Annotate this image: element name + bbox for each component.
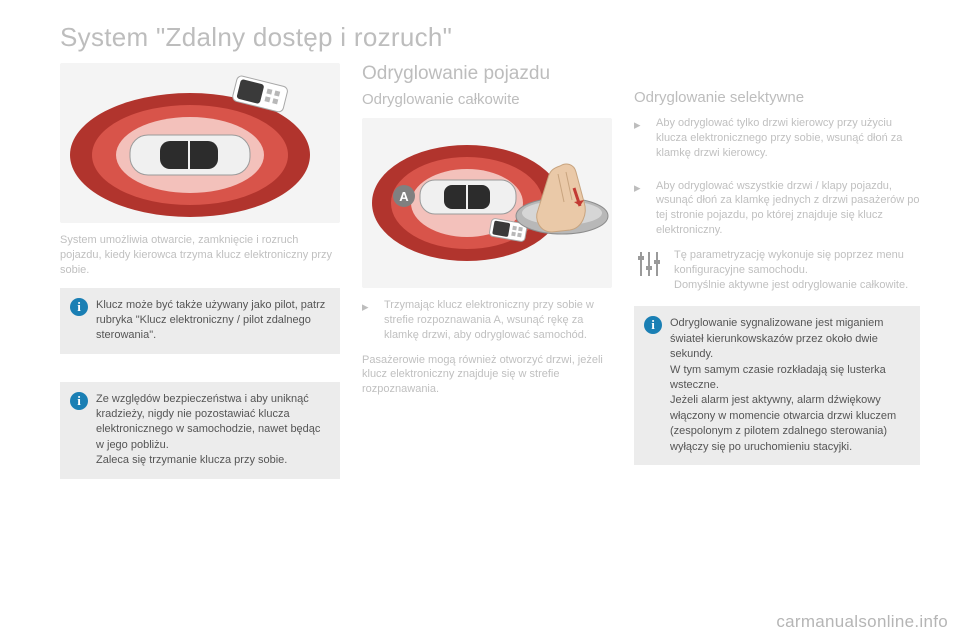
bullet-driver-door: ▸ Aby odryglować tylko drzwi kierowcy pr…: [634, 116, 920, 161]
bullet-all-doors: ▸ Aby odryglować wszystkie drzwi / klapy…: [634, 179, 920, 238]
info-text: Ze względów bezpieczeństwa i aby uniknąć…: [96, 392, 330, 469]
subheading-selective-unlock: Odryglowanie selektywne: [634, 89, 920, 106]
manual-page: System "Zdalny dostęp i rozruch": [0, 0, 960, 501]
bullet-full-unlock: ▸ Trzymając klucz elektroniczny przy sob…: [362, 298, 612, 343]
passenger-note: Pasażerowie mogą również otworzyć drzwi,…: [362, 353, 612, 398]
system-description: System umożliwia otwarcie, zamknięcie i …: [60, 233, 340, 278]
config-note-row: Tę parametryzację wykonuje się poprzez m…: [634, 248, 920, 293]
info-text: Klucz może być także używany jako pilot,…: [96, 298, 330, 344]
info-icon: i: [70, 298, 88, 316]
column-left: System umożliwia otwarcie, zamknięcie i …: [60, 63, 340, 491]
content-columns: System umożliwia otwarcie, zamknięcie i …: [60, 63, 920, 491]
info-box-security-warning: i Ze względów bezpieczeństwa i aby unikn…: [60, 382, 340, 479]
column-right: Odryglowanie selektywne ▸ Aby odryglować…: [634, 63, 920, 491]
subheading-full-unlock: Odryglowanie całkowite: [362, 91, 612, 108]
section-heading-unlocking: Odryglowanie pojazdu: [362, 63, 612, 85]
svg-text:A: A: [399, 189, 409, 204]
illustration-keyless-zone: [60, 63, 340, 223]
bullet-text: Aby odryglować tylko drzwi kierowcy przy…: [656, 116, 920, 161]
watermark: carmanualsonline.info: [776, 612, 948, 632]
config-note-text: Tę parametryzację wykonuje się poprzez m…: [674, 248, 920, 293]
arrow-icon: ▸: [634, 116, 648, 161]
bullet-text: Trzymając klucz elektroniczny przy sobie…: [384, 298, 612, 343]
info-box-unlock-signal: i Odryglowanie sygnalizowane jest migani…: [634, 306, 920, 465]
arrow-icon: ▸: [362, 298, 376, 343]
illustration-door-handle: A: [362, 118, 612, 288]
info-icon: i: [644, 316, 662, 334]
info-text: Odryglowanie sygnalizowane jest miganiem…: [670, 316, 910, 455]
info-icon: i: [70, 392, 88, 410]
bullet-text: Aby odryglować wszystkie drzwi / klapy p…: [656, 179, 920, 238]
settings-sliders-icon: [634, 248, 664, 293]
arrow-icon: ▸: [634, 179, 648, 238]
column-middle: Odryglowanie pojazdu Odryglowanie całkow…: [362, 63, 612, 491]
page-title: System "Zdalny dostęp i rozruch": [60, 22, 920, 53]
info-box-key-as-remote: i Klucz może być także używany jako pilo…: [60, 288, 340, 354]
